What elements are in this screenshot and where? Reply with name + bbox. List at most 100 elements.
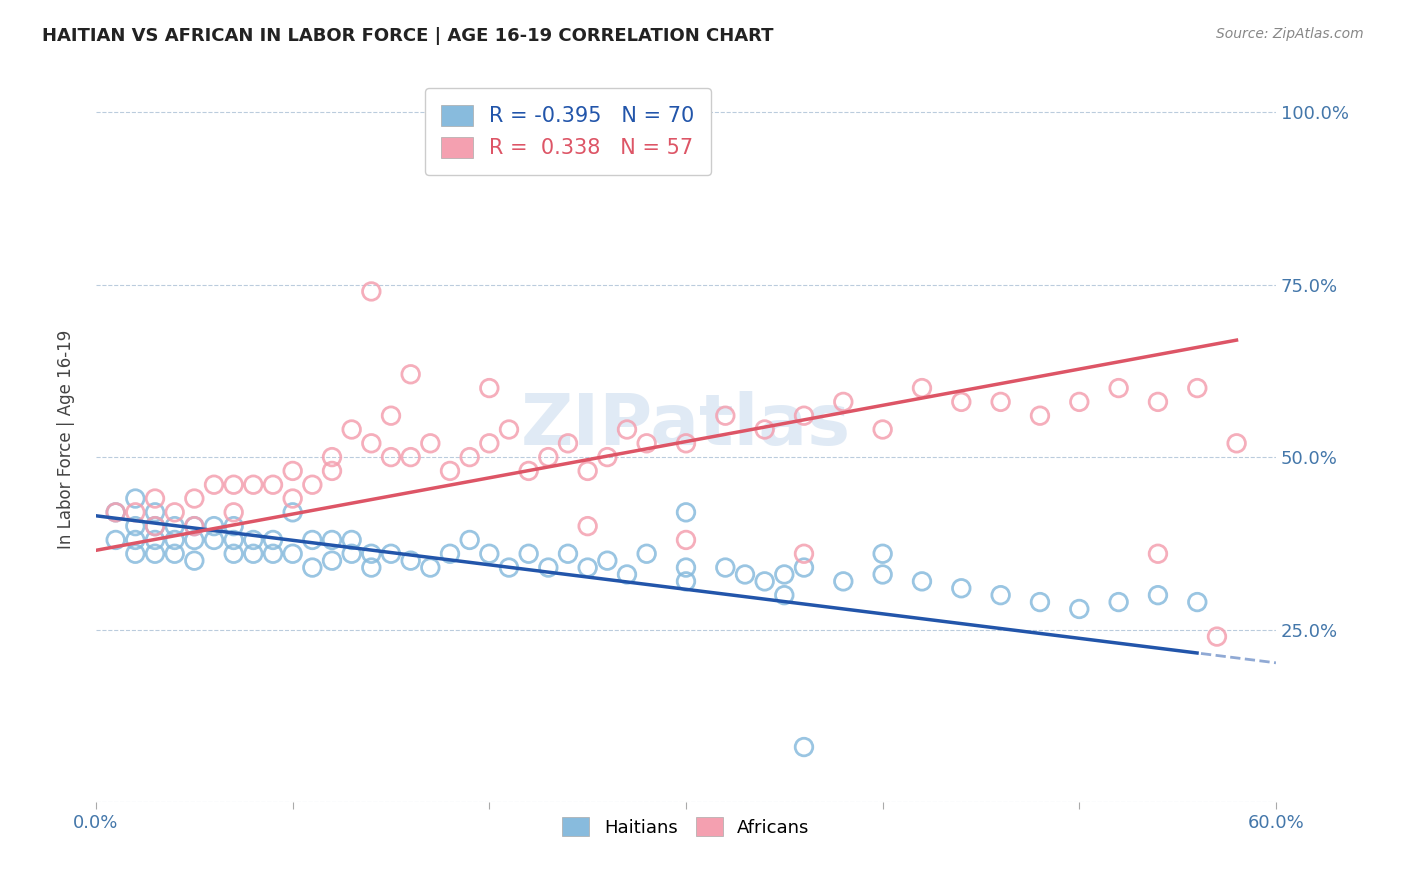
- Point: [143, 547, 166, 561]
- Point: [143, 491, 166, 506]
- Point: [104, 505, 127, 519]
- Point: [183, 519, 205, 533]
- Point: [399, 554, 422, 568]
- Y-axis label: In Labor Force | Age 16-19: In Labor Force | Age 16-19: [58, 330, 75, 549]
- Point: [990, 588, 1012, 602]
- Point: [596, 450, 619, 464]
- Point: [104, 505, 127, 519]
- Point: [301, 560, 323, 574]
- Point: [242, 477, 264, 491]
- Point: [517, 547, 540, 561]
- Point: [222, 477, 245, 491]
- Point: [576, 519, 599, 533]
- Point: [675, 505, 697, 519]
- Point: [222, 505, 245, 519]
- Point: [340, 547, 363, 561]
- Legend: Haitians, Africans: Haitians, Africans: [555, 810, 817, 844]
- Point: [872, 423, 894, 437]
- Point: [793, 409, 815, 423]
- Point: [360, 547, 382, 561]
- Point: [1206, 630, 1229, 644]
- Point: [754, 423, 776, 437]
- Point: [262, 533, 284, 547]
- Point: [124, 505, 146, 519]
- Point: [734, 567, 756, 582]
- Point: [596, 554, 619, 568]
- Point: [950, 581, 973, 595]
- Point: [202, 519, 225, 533]
- Point: [340, 533, 363, 547]
- Point: [1029, 409, 1052, 423]
- Point: [222, 533, 245, 547]
- Point: [124, 533, 146, 547]
- Point: [183, 554, 205, 568]
- Point: [143, 533, 166, 547]
- Point: [478, 381, 501, 395]
- Point: [399, 368, 422, 382]
- Point: [183, 533, 205, 547]
- Point: [675, 560, 697, 574]
- Point: [360, 560, 382, 574]
- Point: [380, 409, 402, 423]
- Point: [163, 533, 186, 547]
- Point: [124, 547, 146, 561]
- Point: [872, 547, 894, 561]
- Point: [1108, 381, 1130, 395]
- Point: [517, 464, 540, 478]
- Point: [1187, 595, 1209, 609]
- Point: [321, 554, 343, 568]
- Point: [202, 477, 225, 491]
- Point: [911, 574, 934, 589]
- Point: [714, 409, 737, 423]
- Point: [380, 547, 402, 561]
- Point: [360, 285, 382, 299]
- Point: [1147, 588, 1170, 602]
- Point: [202, 533, 225, 547]
- Point: [399, 450, 422, 464]
- Point: [1069, 395, 1091, 409]
- Point: [321, 450, 343, 464]
- Point: [419, 560, 441, 574]
- Point: [616, 423, 638, 437]
- Point: [104, 533, 127, 547]
- Point: [262, 547, 284, 561]
- Point: [793, 560, 815, 574]
- Point: [163, 547, 186, 561]
- Point: [1069, 602, 1091, 616]
- Point: [636, 547, 658, 561]
- Point: [793, 739, 815, 754]
- Text: ZIPatlas: ZIPatlas: [522, 391, 851, 460]
- Point: [1187, 381, 1209, 395]
- Point: [537, 560, 560, 574]
- Text: Source: ZipAtlas.com: Source: ZipAtlas.com: [1216, 27, 1364, 41]
- Point: [281, 491, 304, 506]
- Point: [458, 533, 481, 547]
- Point: [557, 547, 579, 561]
- Point: [1147, 547, 1170, 561]
- Point: [478, 547, 501, 561]
- Point: [458, 450, 481, 464]
- Point: [832, 395, 855, 409]
- Point: [340, 423, 363, 437]
- Text: HAITIAN VS AFRICAN IN LABOR FORCE | AGE 16-19 CORRELATION CHART: HAITIAN VS AFRICAN IN LABOR FORCE | AGE …: [42, 27, 773, 45]
- Point: [675, 436, 697, 450]
- Point: [872, 567, 894, 582]
- Point: [950, 395, 973, 409]
- Point: [1108, 595, 1130, 609]
- Point: [281, 505, 304, 519]
- Point: [222, 547, 245, 561]
- Point: [537, 450, 560, 464]
- Point: [262, 477, 284, 491]
- Point: [419, 436, 441, 450]
- Point: [163, 505, 186, 519]
- Point: [498, 560, 520, 574]
- Point: [163, 519, 186, 533]
- Point: [124, 491, 146, 506]
- Point: [675, 533, 697, 547]
- Point: [832, 574, 855, 589]
- Point: [321, 464, 343, 478]
- Point: [773, 567, 796, 582]
- Point: [143, 519, 166, 533]
- Point: [380, 450, 402, 464]
- Point: [439, 464, 461, 478]
